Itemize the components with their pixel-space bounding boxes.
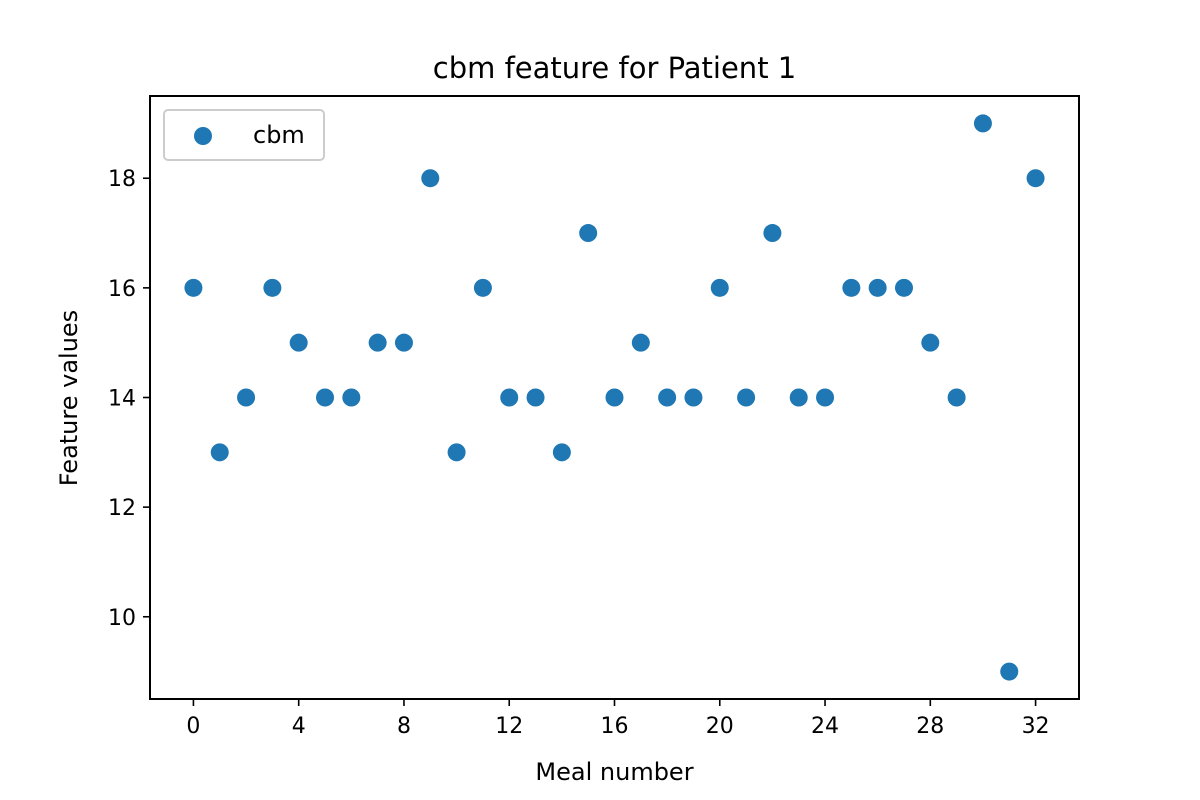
- scatter-point: [737, 388, 756, 407]
- y-tick-label: 18: [108, 167, 136, 192]
- x-axis-label: Meal number: [535, 758, 693, 786]
- plot-frame: [149, 95, 1080, 700]
- ticks-layer: 0 4 8 12 16 20 24 28 32 10 12 14 16 18: [108, 167, 1050, 739]
- scatter-point: [368, 333, 387, 352]
- scatter-point: [868, 278, 887, 297]
- legend-box: [163, 109, 325, 161]
- x-tick-label: 24: [811, 714, 839, 739]
- scatter-point: [421, 169, 440, 188]
- scatter-point: [552, 443, 571, 462]
- x-tick-label: 8: [397, 714, 411, 739]
- legend: cbm: [163, 109, 325, 161]
- scatter-point: [526, 388, 545, 407]
- y-tick-label: 12: [108, 496, 136, 521]
- chart-title: cbm feature for Patient 1: [433, 51, 796, 85]
- legend-marker: [194, 127, 212, 145]
- y-tick-label: 16: [108, 277, 136, 302]
- x-tick-label: 32: [1022, 714, 1050, 739]
- x-tick-label: 16: [601, 714, 629, 739]
- scatter-point: [447, 443, 466, 462]
- scatter-point: [789, 388, 808, 407]
- scatter-point: [263, 278, 282, 297]
- scatter-point: [842, 278, 861, 297]
- scatter-point: [394, 333, 413, 352]
- scatter-point: [1026, 169, 1045, 188]
- x-tick-label: 0: [186, 714, 200, 739]
- scatter-point: [710, 278, 729, 297]
- x-tick-label: 4: [292, 714, 306, 739]
- scatter-point: [237, 388, 256, 407]
- scatter-point: [473, 278, 492, 297]
- scatter-point: [894, 278, 913, 297]
- scatter-point: [342, 388, 361, 407]
- scatter-point: [210, 443, 229, 462]
- points-layer: [184, 114, 1045, 681]
- scatter-point: [579, 224, 598, 243]
- scatter-point: [684, 388, 703, 407]
- scatter-point: [973, 114, 992, 133]
- y-tick-label: 10: [108, 606, 136, 631]
- scatter-point: [184, 278, 203, 297]
- legend-label: cbm: [253, 121, 305, 149]
- scatter-point: [605, 388, 624, 407]
- y-tick-label: 14: [108, 387, 136, 412]
- y-axis-label: Feature values: [55, 310, 83, 486]
- x-tick-label: 20: [706, 714, 734, 739]
- scatter-point: [500, 388, 519, 407]
- scatter-point: [631, 333, 650, 352]
- scatter-point: [658, 388, 677, 407]
- scatter-point: [763, 224, 782, 243]
- scatter-point: [316, 388, 335, 407]
- scatter-point: [289, 333, 308, 352]
- x-tick-label: 28: [916, 714, 944, 739]
- scatter-point: [921, 333, 940, 352]
- scatter-point: [816, 388, 835, 407]
- scatter-point: [1000, 662, 1019, 681]
- x-tick-label: 12: [495, 714, 523, 739]
- scatter-point: [947, 388, 966, 407]
